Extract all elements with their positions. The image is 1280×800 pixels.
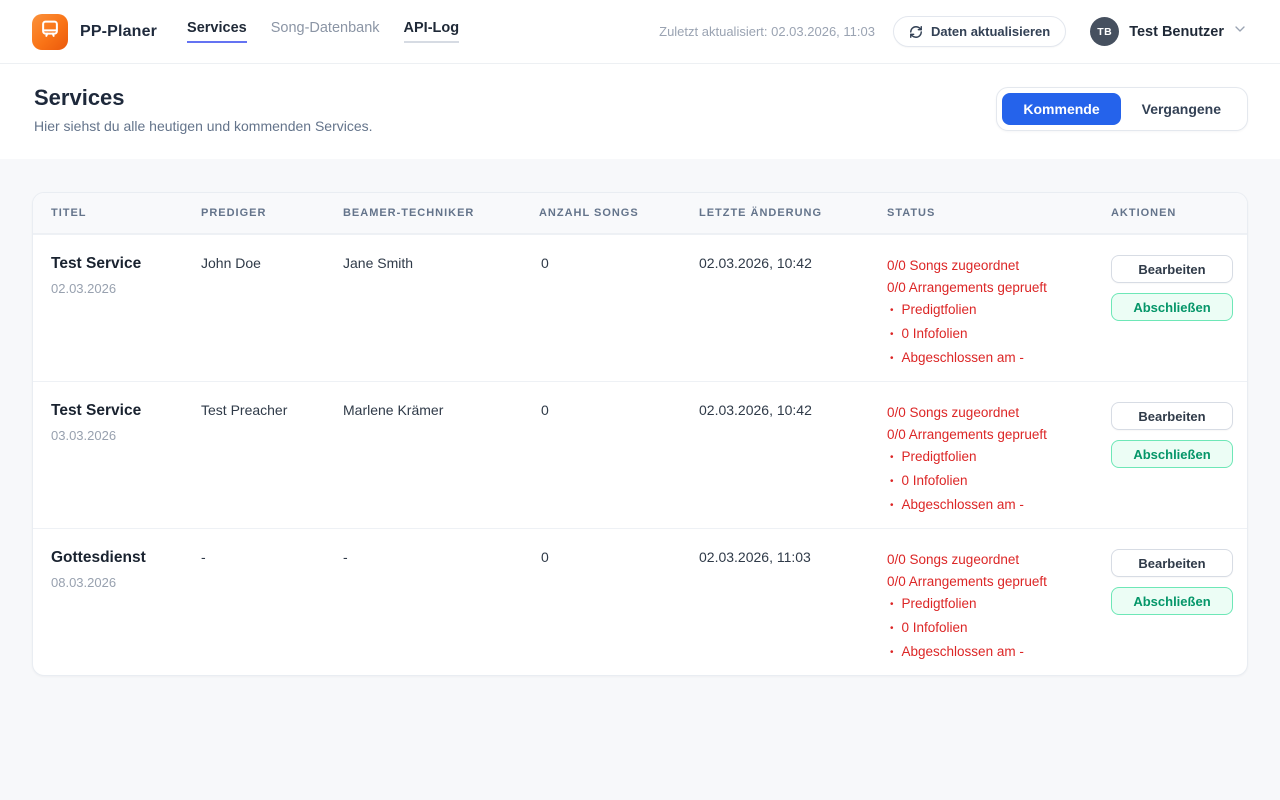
complete-button[interactable]: Abschließen [1111,293,1233,321]
status-predigtfolien: Predigtfolien [887,446,1111,470]
table-row: Test Service 02.03.2026 John Doe Jane Sm… [33,234,1247,381]
service-beamer-techniker: Marlene Krämer [343,402,444,418]
service-anzahl-songs: 0 [541,255,549,271]
service-letzte-aenderung: 02.03.2026, 11:03 [699,549,811,565]
user-name: Test Benutzer [1129,23,1224,40]
service-status-list: 0/0 Songs zugeordnet 0/0 Arrangements ge… [887,402,1111,518]
nav-api-log[interactable]: API-Log [403,20,460,43]
service-anzahl-songs: 0 [541,402,549,418]
service-prediger: John Doe [201,255,261,271]
service-prediger: - [201,549,206,565]
status-abgeschlossen-am: Abgeschlossen am - [887,641,1111,665]
status-songs-zugeordnet: 0/0 Songs zugeordnet [887,405,1020,420]
col-header-beamer-techniker: Beamer-Techniker [343,207,475,219]
status-infofolien: 0 Infofolien [887,617,1111,641]
service-title: Test Service [51,255,142,272]
filter-upcoming-button[interactable]: Kommende [1002,93,1121,125]
service-prediger: Test Preacher [201,402,288,418]
complete-button[interactable]: Abschließen [1111,440,1233,468]
status-predigtfolien: Predigtfolien [887,299,1111,323]
status-songs-zugeordnet: 0/0 Songs zugeordnet [887,258,1020,273]
status-arrangements-geprueft: 0/0 Arrangements geprueft [887,427,1047,442]
col-header-titel: Titel [51,207,87,219]
refresh-button-label: Daten aktualisieren [930,24,1051,39]
nav-services[interactable]: Services [187,20,247,43]
refresh-icon [909,25,923,39]
service-filter-toggle: Kommende Vergangene [996,87,1248,131]
edit-button[interactable]: Bearbeiten [1111,402,1233,430]
complete-button[interactable]: Abschließen [1111,587,1233,615]
status-infofolien: 0 Infofolien [887,470,1111,494]
user-menu[interactable]: TB Test Benutzer [1090,17,1248,46]
service-status-list: 0/0 Songs zugeordnet 0/0 Arrangements ge… [887,549,1111,665]
status-predigtfolien: Predigtfolien [887,593,1111,617]
service-date: 03.03.2026 [51,428,117,443]
edit-button[interactable]: Bearbeiten [1111,549,1233,577]
service-beamer-techniker: - [343,549,348,565]
app-logo [32,13,68,50]
presentation-icon [39,18,61,45]
services-table: Titel Prediger Beamer-Techniker Anzahl S… [32,192,1248,676]
page-title: Services [34,85,125,110]
refresh-data-button[interactable]: Daten aktualisieren [892,16,1067,47]
status-abgeschlossen-am: Abgeschlossen am - [887,347,1111,371]
table-header-row: Titel Prediger Beamer-Techniker Anzahl S… [33,193,1247,234]
col-header-letzte-aenderung: Letzte Änderung [699,207,823,219]
chevron-down-icon [1232,21,1248,42]
col-header-prediger: Prediger [201,207,267,219]
service-letzte-aenderung: 02.03.2026, 10:42 [699,402,812,418]
service-title: Test Service [51,402,142,419]
nav-song-datenbank[interactable]: Song-Datenbank [270,20,380,36]
service-title: Gottesdienst [51,549,146,566]
table-row: Test Service 03.03.2026 Test Preacher Ma… [33,381,1247,528]
brand-name: PP-Planer [80,22,158,40]
service-beamer-techniker: Jane Smith [343,255,414,271]
status-arrangements-geprueft: 0/0 Arrangements geprueft [887,574,1047,589]
main-nav: Services Song-Datenbank API-Log [187,20,460,43]
main-content: Titel Prediger Beamer-Techniker Anzahl S… [0,159,1280,676]
service-anzahl-songs: 0 [541,549,549,565]
status-arrangements-geprueft: 0/0 Arrangements geprueft [887,280,1047,295]
edit-button[interactable]: Bearbeiten [1111,255,1233,283]
col-header-anzahl-songs: Anzahl Songs [539,207,639,219]
last-updated-text: Zuletzt aktualisiert: 02.03.2026, 11:03 [659,24,875,39]
service-letzte-aenderung: 02.03.2026, 10:42 [699,255,812,271]
page-subtitle: Hier siehst du alle heutigen und kommend… [34,118,373,134]
service-status-list: 0/0 Songs zugeordnet 0/0 Arrangements ge… [887,255,1111,371]
avatar: TB [1090,17,1120,46]
status-songs-zugeordnet: 0/0 Songs zugeordnet [887,552,1020,567]
top-bar: PP-Planer Services Song-Datenbank API-Lo… [0,0,1280,64]
col-header-aktionen: Aktionen [1111,207,1177,219]
table-row: Gottesdienst 08.03.2026 - - 0 02.03.2026… [33,528,1247,675]
page-head: Services Hier siehst du alle heutigen un… [0,64,1280,159]
service-date: 08.03.2026 [51,575,117,590]
filter-past-button[interactable]: Vergangene [1121,93,1242,125]
service-date: 02.03.2026 [51,281,117,296]
col-header-status: Status [887,207,936,219]
status-infofolien: 0 Infofolien [887,323,1111,347]
status-abgeschlossen-am: Abgeschlossen am - [887,494,1111,518]
